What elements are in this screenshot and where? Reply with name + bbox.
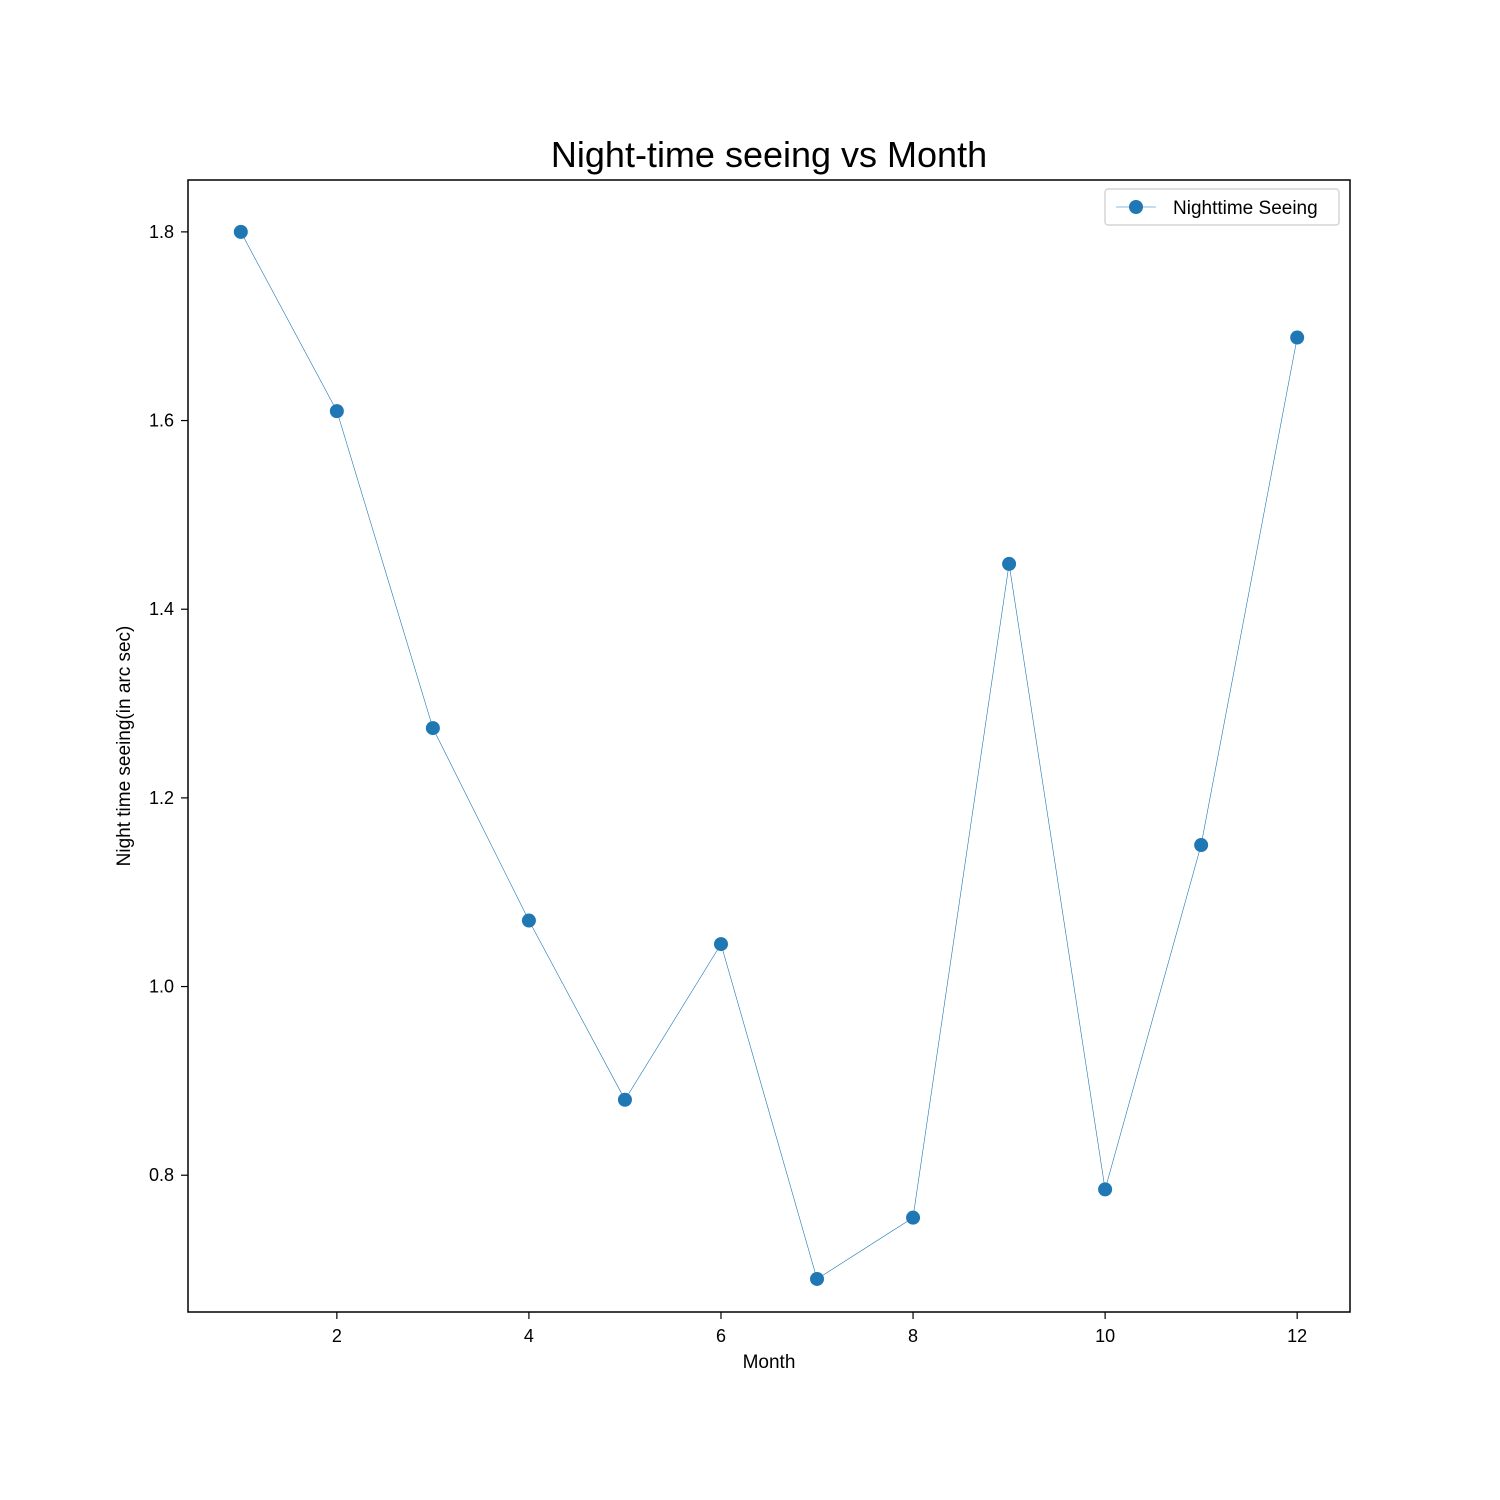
data-point (233, 224, 248, 239)
data-point (1290, 330, 1305, 345)
x-tick-label: 6 (716, 1326, 726, 1346)
axes-frame (187, 179, 1351, 1313)
y-axis-label: Night time seeing(in arc sec) (114, 626, 135, 867)
data-point (1002, 556, 1017, 571)
y-tick-label: 1.4 (149, 599, 174, 619)
x-tick-label: 2 (332, 1326, 342, 1346)
data-point (617, 1092, 632, 1107)
y-tick-label: 1.8 (149, 222, 174, 242)
y-tick-label: 1.2 (149, 788, 174, 808)
legend-label: Nighttime Seeing (1173, 198, 1318, 219)
data-point (1098, 1182, 1113, 1197)
data-point (713, 937, 728, 952)
y-tick-label: 0.8 (149, 1165, 174, 1185)
x-tick-label: 10 (1095, 1326, 1115, 1346)
data-point (906, 1210, 921, 1225)
x-axis-ticks: 2 4 6 8 10 12 (332, 1312, 1307, 1346)
data-point (810, 1271, 825, 1286)
data-point (521, 913, 536, 928)
data-point (425, 721, 440, 736)
y-axis-ticks: 0.8 1.0 1.2 1.4 1.6 1.8 (149, 222, 188, 1185)
chart-title: Night-time seeing vs Month (551, 134, 987, 175)
plot-area (233, 224, 1305, 1286)
series-lines (240, 231, 1298, 1280)
series-markers (233, 224, 1305, 1286)
legend-frame (1104, 188, 1340, 226)
x-tick-label: 12 (1287, 1326, 1307, 1346)
y-tick-label: 1.0 (149, 977, 174, 997)
x-tick-label: 4 (524, 1326, 534, 1346)
legend: Nighttime Seeing (1104, 188, 1340, 226)
series-line (240, 231, 1298, 1280)
x-tick-label: 8 (908, 1326, 918, 1346)
y-tick-label: 1.6 (149, 411, 174, 431)
x-axis-label: Month (743, 1352, 796, 1373)
legend-marker-swatch (1129, 200, 1143, 214)
data-point (329, 404, 344, 419)
data-point (1194, 838, 1209, 853)
